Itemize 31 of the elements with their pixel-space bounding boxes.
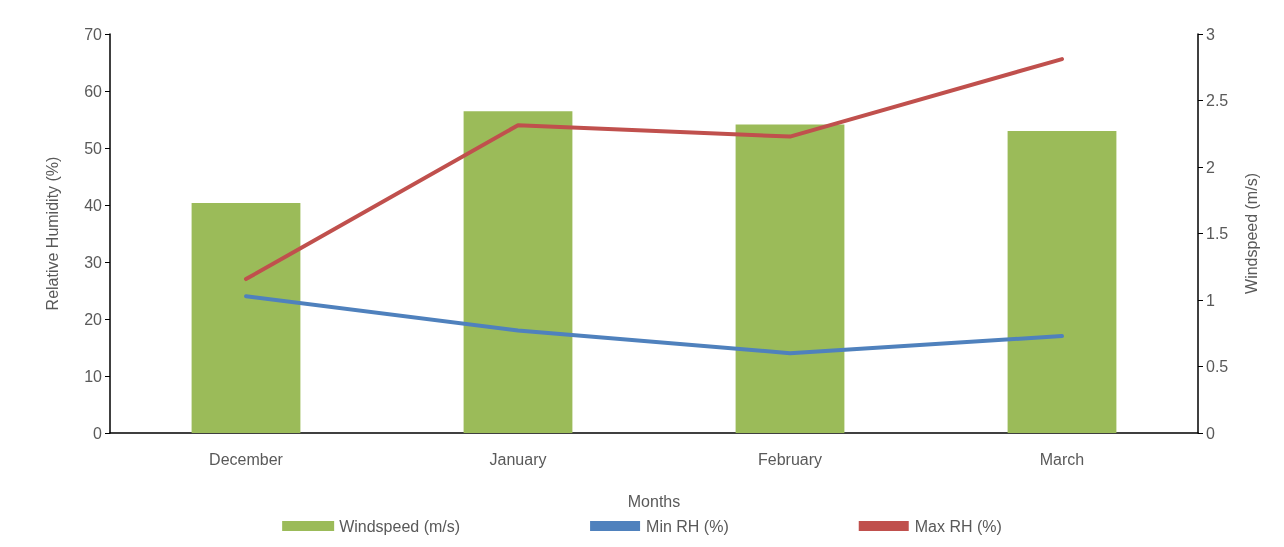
y-tick-label: 30 xyxy=(84,253,103,271)
bar xyxy=(463,111,573,433)
bar xyxy=(191,202,301,433)
legend-label: Windspeed (m/s) xyxy=(339,517,461,535)
y-tick-label: 10 xyxy=(84,367,103,385)
y2-tick-label: 1.5 xyxy=(1206,225,1229,242)
legend-label: Max RH (%) xyxy=(914,517,1002,535)
x-tick-label: March xyxy=(1039,450,1085,468)
line-series xyxy=(244,57,1064,282)
y-tick-label: 60 xyxy=(84,82,103,100)
y2-tick-label: 3 xyxy=(1206,25,1215,43)
y-tick-label: 40 xyxy=(84,196,103,214)
bar xyxy=(735,124,845,433)
bar xyxy=(1007,131,1117,433)
y-axis-title: Relative Humidity (%) xyxy=(43,156,61,311)
y-tick-label: 70 xyxy=(84,25,103,43)
y2-tick-label: 1 xyxy=(1206,291,1215,309)
x-axis-title: Months xyxy=(627,492,681,510)
y2-tick-label: 2 xyxy=(1206,158,1215,176)
x-tick-label: January xyxy=(489,450,547,468)
y-tick-label: 0 xyxy=(93,424,103,442)
x-tick-label: December xyxy=(209,450,284,468)
y2-tick-label: 0.5 xyxy=(1206,358,1229,375)
legend-label: Min RH (%) xyxy=(646,517,729,535)
y2-tick-label: 2.5 xyxy=(1206,92,1229,109)
y-tick-label: 50 xyxy=(84,139,103,157)
x-tick-label: February xyxy=(757,450,823,468)
y2-tick-label: 0 xyxy=(1206,424,1215,442)
y2-axis-title: Windspeed (m/s) xyxy=(1242,173,1260,294)
line-series xyxy=(244,294,1064,356)
y-tick-label: 20 xyxy=(84,310,103,328)
